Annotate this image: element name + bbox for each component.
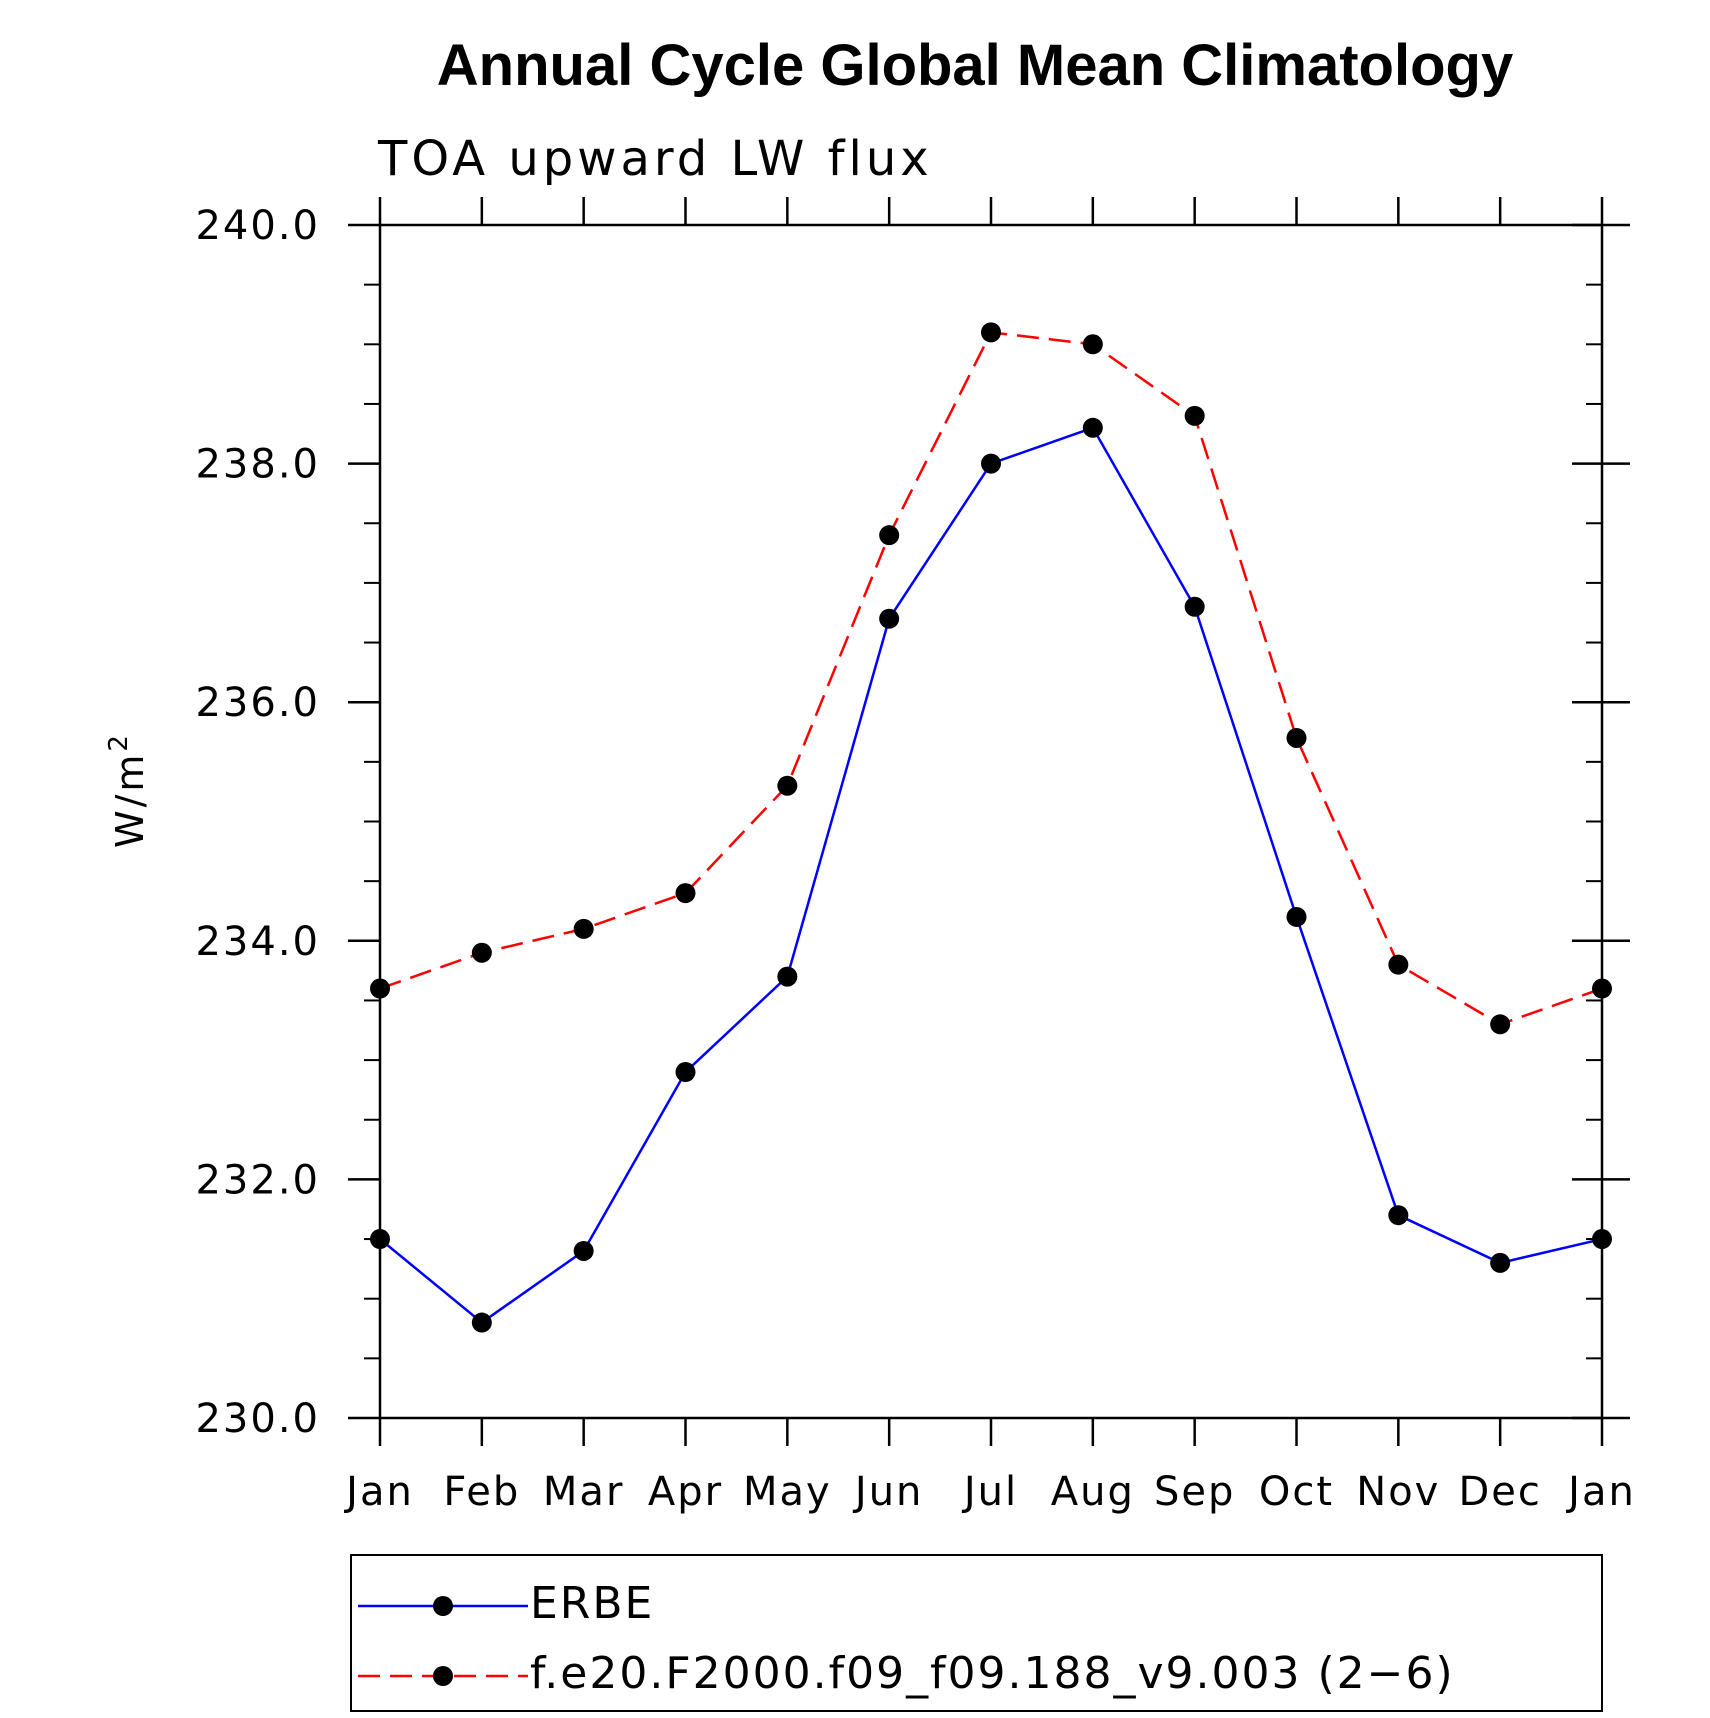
x-tick-label: Feb [443, 1469, 520, 1515]
series-layer [370, 322, 1612, 1333]
axes: Jan Feb Mar Apr May Jun Jul Aug Sep Oct Nov Dec Jan 2… [195, 197, 1636, 1515]
chart-subtitle: TOA upward LW flux [377, 131, 933, 187]
data-point-series-0 [1490, 1252, 1511, 1273]
svg-text:W/m2: W/m2 [104, 732, 152, 848]
series-line-1 [379, 331, 1603, 1026]
data-point-series-1 [1490, 1014, 1511, 1035]
plot-frame [378, 223, 1604, 1420]
legend-label-model: f.e20.F2000.f09_f09.188_v9.003 (2−6) [530, 1648, 1455, 1699]
data-point-series-1 [1184, 405, 1205, 426]
x-tick-label: Mar [543, 1469, 624, 1515]
data-point-series-0 [370, 1229, 390, 1250]
chart-title: Annual Cycle Global Mean Climatology [437, 33, 1513, 98]
x-tick-label: Aug [1051, 1469, 1135, 1515]
data-point-series-1 [1388, 954, 1409, 975]
y-axis-label-superscript: 2 [104, 732, 134, 752]
x-tick-label: Oct [1259, 1469, 1334, 1515]
data-point-series-1 [1286, 727, 1307, 748]
y-tick-label: 238.0 [195, 442, 320, 488]
x-tick-label: May [743, 1469, 832, 1515]
y-tick-label: 240.0 [195, 203, 320, 249]
y-axis-label-text: W/m [108, 752, 152, 848]
data-point-series-0 [1592, 1229, 1612, 1250]
data-point-series-1 [471, 942, 492, 963]
data-point-series-0 [675, 1062, 696, 1083]
legend-box [350, 1554, 1603, 1712]
data-point-series-0 [1082, 417, 1103, 438]
legend-label-erbe: ERBE [530, 1578, 654, 1629]
x-tick-label: Jan [1565, 1469, 1636, 1515]
data-point-series-0 [879, 608, 900, 629]
x-tick-label: Dec [1458, 1469, 1541, 1515]
data-point-series-1 [777, 775, 798, 796]
legend-marker-0 [433, 1596, 453, 1616]
y-axis-label: W/m2 [104, 732, 152, 848]
data-point-series-0 [1388, 1205, 1409, 1226]
data-point-series-1 [1592, 978, 1612, 999]
y-tick-label: 230.0 [195, 1396, 320, 1442]
data-point-series-0 [981, 453, 1001, 474]
x-tick-label: Sep [1154, 1469, 1235, 1515]
data-point-series-0 [777, 966, 798, 987]
y-tick-label: 232.0 [195, 1157, 320, 1203]
data-point-series-1 [879, 525, 900, 546]
x-tick-label: Jul [961, 1469, 1018, 1515]
data-point-series-0 [573, 1240, 594, 1261]
data-point-series-1 [1082, 334, 1103, 355]
data-point-series-1 [370, 978, 390, 999]
data-point-series-0 [471, 1312, 492, 1333]
legend [358, 1596, 528, 1686]
y-tick-label: 234.0 [195, 919, 320, 965]
data-point-series-0 [1286, 906, 1307, 927]
series-line-0 [379, 426, 1603, 1325]
data-point-series-1 [675, 883, 696, 904]
y-tick-label: 236.0 [195, 680, 320, 726]
legend-marker-1 [433, 1666, 453, 1686]
x-tick-label: Jan [343, 1469, 414, 1515]
data-point-series-1 [573, 918, 594, 939]
x-tick-label: Nov [1356, 1469, 1440, 1515]
x-tick-label: Jun [852, 1469, 924, 1515]
data-point-series-1 [981, 322, 1001, 343]
data-point-series-0 [1184, 596, 1205, 617]
x-tick-label: Apr [648, 1469, 723, 1515]
